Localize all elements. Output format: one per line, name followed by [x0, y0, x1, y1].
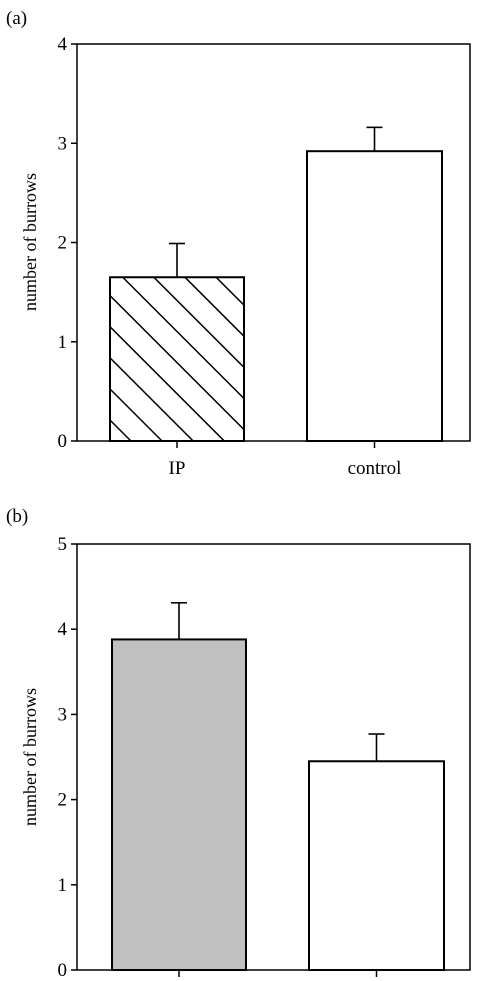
- panel-b-y-tick-label: 2: [58, 790, 68, 811]
- panel-b-label: (b): [6, 506, 28, 527]
- panel-b: (b) number of burrows 012345RPcontrol: [6, 506, 471, 981]
- panel-a-label: (a): [6, 8, 27, 29]
- panel-b-y-tick-label: 4: [58, 619, 68, 640]
- panel-a-y-tick-label: 3: [58, 133, 68, 154]
- panel-b-y-tick-label: 0: [58, 960, 68, 981]
- panel-a-x-label-ip: IP: [169, 458, 186, 479]
- panel-b-y-tick-label: 3: [58, 704, 68, 725]
- panel-b-plot-frame: [76, 543, 471, 971]
- panel-a-y-tick-label: 4: [58, 34, 68, 55]
- panel-a-y-axis-title: number of burrows: [20, 173, 40, 311]
- panel-a-bar-ip: [109, 276, 245, 442]
- panel-a-y-tick-label: 2: [58, 233, 68, 254]
- panel-b-y-tick-label: 5: [58, 534, 68, 555]
- panel-a: (a) number of burrows 0 1 2 3 4 IP control: [6, 8, 471, 479]
- panel-a-y-tick-label: 1: [58, 332, 68, 353]
- panel-a-bar-control: [306, 150, 443, 442]
- panel-b-plot: 012345RPcontrol: [58, 534, 471, 981]
- panel-b-bar-control: [308, 760, 445, 972]
- panel-b-y-axis-title: number of burrows: [20, 688, 40, 826]
- panel-a-y-tick-label: 0: [58, 431, 68, 452]
- panel-b-y-tick-label: 1: [58, 875, 68, 896]
- panel-b-bar-rp: [111, 638, 247, 971]
- panel-a-x-label-control: control: [348, 458, 402, 479]
- panel-a-plot: 0 1 2 3 4 IP control: [58, 34, 471, 479]
